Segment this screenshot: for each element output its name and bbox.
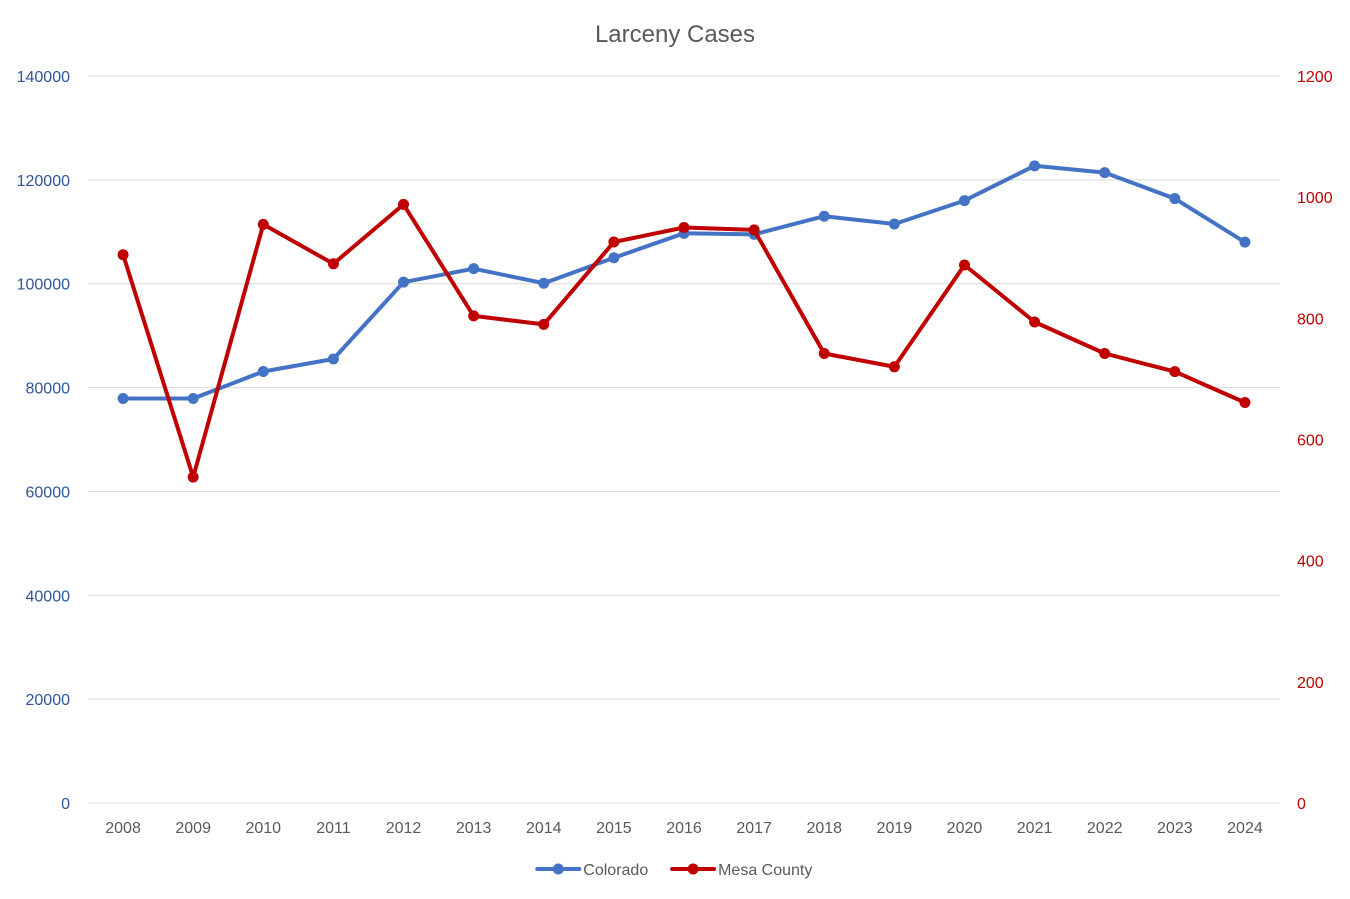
data-point-colorado (958, 195, 970, 207)
data-point-mesa-county (1239, 397, 1251, 409)
data-point-colorado (888, 218, 900, 230)
x-tick-label: 2011 (316, 820, 351, 837)
left-tick-label: 20000 (26, 692, 71, 709)
legend-swatch-marker (552, 863, 564, 875)
data-point-colorado (818, 210, 830, 222)
x-tick-label: 2016 (666, 820, 702, 837)
data-point-colorado (608, 252, 620, 264)
data-point-mesa-county (1169, 366, 1181, 378)
data-point-colorado (398, 276, 410, 288)
legend-swatch-marker (687, 863, 699, 875)
data-point-mesa-county (257, 218, 269, 230)
data-point-mesa-county (398, 198, 410, 210)
right-tick-label: 600 (1297, 433, 1324, 450)
right-tick-label: 1200 (1297, 69, 1333, 86)
data-point-mesa-county (327, 258, 339, 270)
legend-item-mesa-county: Mesa County (670, 862, 812, 879)
x-tick-label: 2020 (947, 820, 983, 837)
data-point-mesa-county (888, 361, 900, 373)
series-colorado (117, 160, 1251, 404)
x-axis-ticks: 2008 2009 2010 2011 2012 2013 2014 2015 2016 2017… (105, 820, 1263, 837)
right-tick-label: 0 (1297, 796, 1306, 813)
data-point-mesa-county (187, 471, 199, 483)
data-point-colorado (468, 263, 480, 275)
data-point-mesa-county (538, 318, 550, 330)
x-tick-label: 2014 (526, 820, 562, 837)
x-tick-label: 2019 (877, 820, 913, 837)
series-mesa-county (117, 198, 1251, 483)
data-point-mesa-county (117, 249, 129, 261)
data-point-colorado (538, 277, 550, 289)
data-point-mesa-county (818, 347, 830, 359)
x-tick-label: 2012 (386, 820, 422, 837)
series-line-mesa-county (121, 202, 1247, 480)
series-group (117, 160, 1251, 483)
data-point-colorado (1029, 160, 1041, 172)
legend: Colorado Mesa County (535, 862, 812, 879)
x-tick-label: 2023 (1157, 820, 1193, 837)
x-tick-label: 2010 (245, 820, 281, 837)
data-point-mesa-county (468, 310, 480, 322)
x-tick-label: 2017 (736, 820, 772, 837)
x-tick-label: 2008 (105, 820, 141, 837)
data-point-colorado (117, 392, 129, 404)
left-tick-label: 40000 (26, 588, 71, 605)
data-point-mesa-county (1099, 347, 1111, 359)
right-tick-label: 200 (1297, 675, 1324, 692)
data-point-mesa-county (958, 259, 970, 271)
x-tick-label: 2018 (806, 820, 842, 837)
chart-title: Larceny Cases (595, 21, 755, 48)
series-line-colorado (121, 163, 1247, 401)
x-tick-label: 2013 (456, 820, 492, 837)
data-point-colorado (1169, 193, 1181, 205)
data-point-colorado (257, 365, 269, 377)
x-tick-label: 2015 (596, 820, 632, 837)
data-point-colorado (327, 353, 339, 365)
x-tick-label: 2021 (1017, 820, 1053, 837)
right-tick-label: 1000 (1297, 190, 1333, 207)
data-point-mesa-county (608, 236, 620, 248)
left-tick-label: 80000 (26, 381, 71, 398)
gridlines (88, 75, 1280, 804)
data-point-mesa-county (678, 221, 690, 233)
right-tick-label: 800 (1297, 311, 1324, 328)
data-point-colorado (187, 392, 199, 404)
left-axis-ticks: 0 20000 40000 60000 80000 100000 120000 140000 (17, 69, 70, 813)
right-axis-ticks: 0 200 400 600 800 1000 1200 (1297, 69, 1333, 813)
left-tick-label: 0 (61, 796, 70, 813)
x-tick-label: 2024 (1227, 820, 1263, 837)
left-tick-label: 140000 (17, 69, 70, 86)
legend-label: Colorado (583, 862, 648, 879)
data-point-colorado (1099, 167, 1111, 179)
x-tick-label: 2022 (1087, 820, 1123, 837)
data-point-mesa-county (1029, 316, 1041, 328)
left-tick-label: 120000 (17, 173, 70, 190)
right-tick-label: 400 (1297, 554, 1324, 571)
legend-item-colorado: Colorado (535, 862, 648, 879)
data-point-colorado (1239, 236, 1251, 248)
left-tick-label: 60000 (26, 484, 71, 501)
left-tick-label: 100000 (17, 277, 70, 294)
x-tick-label: 2009 (175, 820, 211, 837)
data-point-mesa-county (748, 224, 760, 236)
legend-label: Mesa County (718, 862, 812, 879)
